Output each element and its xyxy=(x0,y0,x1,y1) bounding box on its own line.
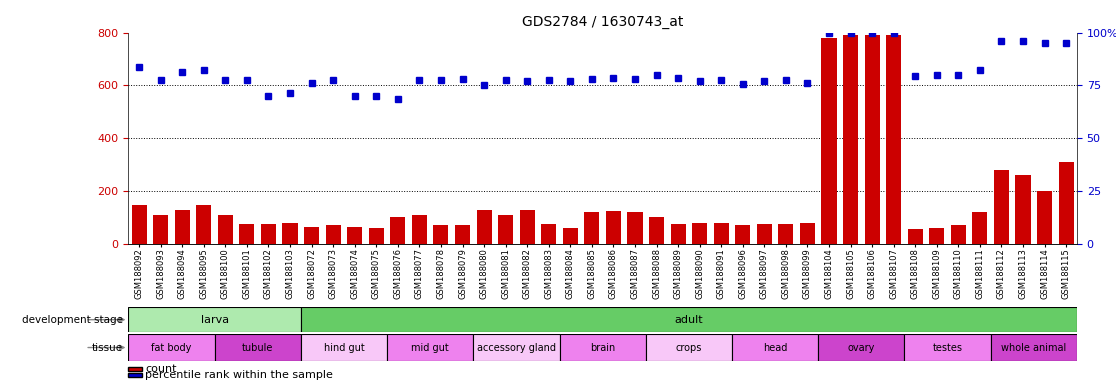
Bar xyxy=(520,210,535,244)
Text: tissue: tissue xyxy=(92,343,123,353)
Bar xyxy=(904,334,991,361)
Bar xyxy=(541,224,556,244)
Bar xyxy=(886,35,902,244)
Bar xyxy=(214,334,301,361)
Bar xyxy=(991,334,1077,361)
Bar xyxy=(865,35,879,244)
Bar xyxy=(1037,191,1052,244)
Text: count: count xyxy=(145,364,176,374)
Text: hind gut: hind gut xyxy=(324,343,364,353)
Bar xyxy=(800,223,815,244)
Bar xyxy=(671,224,685,244)
Bar xyxy=(713,223,729,244)
Bar xyxy=(606,211,620,244)
Bar xyxy=(301,334,387,361)
Text: percentile rank within the sample: percentile rank within the sample xyxy=(145,370,333,380)
Bar xyxy=(175,210,190,244)
Text: whole animal: whole animal xyxy=(1001,343,1067,353)
Bar xyxy=(646,334,732,361)
Bar xyxy=(585,212,599,244)
Bar xyxy=(778,224,793,244)
Bar xyxy=(196,205,211,244)
Bar xyxy=(301,307,1077,332)
Bar xyxy=(907,229,923,244)
Text: testes: testes xyxy=(933,343,963,353)
Bar xyxy=(282,223,298,244)
Bar xyxy=(153,215,169,244)
Bar xyxy=(1059,162,1074,244)
Bar xyxy=(732,334,818,361)
Bar xyxy=(473,334,559,361)
Text: head: head xyxy=(763,343,787,353)
Bar xyxy=(433,225,449,244)
Bar xyxy=(627,212,643,244)
Text: tubule: tubule xyxy=(242,343,273,353)
Text: development stage: development stage xyxy=(21,314,123,325)
Bar xyxy=(368,228,384,244)
Bar xyxy=(994,170,1009,244)
Bar xyxy=(128,307,301,332)
Bar xyxy=(391,217,405,244)
Bar xyxy=(1016,175,1030,244)
Text: brain: brain xyxy=(590,343,615,353)
Bar xyxy=(692,223,708,244)
Bar xyxy=(735,225,750,244)
Bar xyxy=(218,215,233,244)
Text: crops: crops xyxy=(675,343,702,353)
Text: accessory gland: accessory gland xyxy=(477,343,556,353)
Bar xyxy=(559,334,646,361)
Text: GDS2784 / 1630743_at: GDS2784 / 1630743_at xyxy=(522,15,683,29)
Bar xyxy=(951,225,966,244)
Text: ovary: ovary xyxy=(848,343,875,353)
Bar xyxy=(821,38,837,244)
Text: fat body: fat body xyxy=(152,343,192,353)
Bar xyxy=(304,227,319,244)
Bar xyxy=(455,225,470,244)
Bar xyxy=(132,205,146,244)
Bar xyxy=(477,210,492,244)
Bar xyxy=(412,215,427,244)
Bar xyxy=(498,215,513,244)
Text: mid gut: mid gut xyxy=(412,343,449,353)
Bar xyxy=(562,228,578,244)
Bar xyxy=(650,217,664,244)
Bar xyxy=(972,212,988,244)
Bar xyxy=(387,334,473,361)
Bar xyxy=(818,334,904,361)
Bar xyxy=(757,224,772,244)
Bar xyxy=(261,224,276,244)
Bar xyxy=(347,227,363,244)
Text: larva: larva xyxy=(201,314,229,325)
Bar xyxy=(326,225,340,244)
Bar xyxy=(128,334,214,361)
Text: adult: adult xyxy=(674,314,703,325)
Bar xyxy=(239,224,254,244)
Bar xyxy=(930,228,944,244)
Bar xyxy=(843,35,858,244)
